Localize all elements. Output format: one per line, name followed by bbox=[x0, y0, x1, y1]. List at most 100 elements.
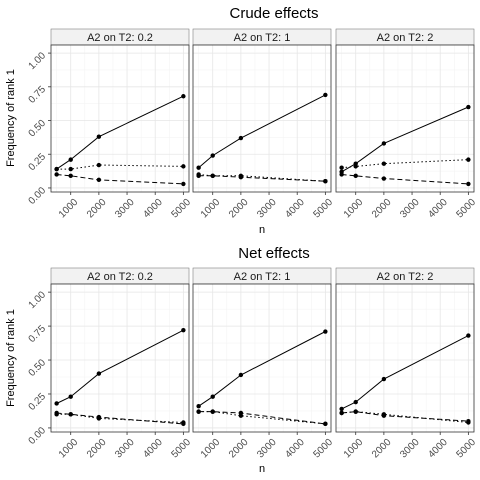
x-tick-label: 1000 bbox=[342, 197, 366, 221]
panel-background bbox=[336, 45, 474, 192]
data-point bbox=[54, 166, 59, 172]
data-point bbox=[210, 394, 215, 399]
data-point bbox=[339, 410, 344, 416]
data-point bbox=[353, 164, 358, 169]
x-tick-label: 4000 bbox=[426, 437, 450, 461]
facet-strip-label: A2 on T2: 2 bbox=[377, 32, 434, 44]
x-tick-label: 5000 bbox=[170, 437, 194, 461]
y-tick-label: 0.50 bbox=[27, 118, 49, 140]
facet-panel: A2 on T2: 2 1000 2000 3000 4000 5000 bbox=[335, 267, 479, 461]
data-point bbox=[96, 414, 102, 420]
data-point bbox=[196, 409, 201, 414]
panel-background bbox=[193, 45, 331, 192]
series-line bbox=[198, 174, 326, 182]
y-axis-title: Frequency of rank 1 bbox=[5, 69, 17, 167]
panel-border bbox=[335, 283, 475, 433]
x-tick-label: 2000 bbox=[370, 197, 394, 221]
data-point bbox=[96, 134, 102, 139]
x-tick-label: 2000 bbox=[85, 437, 109, 461]
x-tick-label: 3000 bbox=[255, 437, 279, 461]
data-point bbox=[353, 409, 358, 414]
facet-strip-label: A2 on T2: 1 bbox=[234, 32, 291, 44]
data-point bbox=[54, 410, 59, 416]
x-tick-label: 5000 bbox=[455, 197, 479, 221]
facet-panel: A2 on T2: 1 1000 2000 3000 4000 5000 bbox=[192, 267, 336, 461]
series-line bbox=[341, 335, 469, 410]
x-tick-label: 5000 bbox=[312, 437, 336, 461]
panel-background bbox=[51, 284, 189, 432]
facet-panel: A2 on T2: 1 1000 2000 3000 4000 5000 bbox=[192, 28, 336, 221]
series-line bbox=[198, 411, 326, 425]
data-point bbox=[238, 372, 244, 378]
data-point bbox=[68, 394, 73, 399]
x-tick-label: 1000 bbox=[57, 197, 81, 221]
series-line bbox=[56, 95, 184, 170]
panel-border bbox=[50, 44, 190, 193]
data-point bbox=[381, 141, 387, 146]
x-tick-label: 1000 bbox=[57, 437, 81, 461]
data-point bbox=[181, 421, 186, 427]
data-point bbox=[466, 157, 471, 162]
facet-strip-label: A2 on T2: 2 bbox=[377, 271, 434, 283]
facet-panel: A2 on T2: 0.2 1000 2000 3000 4000 5000 bbox=[50, 267, 194, 461]
data-point bbox=[381, 176, 387, 181]
data-point bbox=[68, 157, 73, 162]
x-tick-label: 3000 bbox=[113, 197, 137, 221]
x-tick-label: 4000 bbox=[283, 197, 307, 221]
data-point bbox=[466, 181, 471, 187]
data-point bbox=[466, 104, 471, 110]
y-tick-label: 0.25 bbox=[27, 391, 49, 413]
x-tick-label: 2000 bbox=[370, 437, 394, 461]
data-point bbox=[381, 413, 387, 418]
y-tick-label: 0.50 bbox=[27, 357, 49, 379]
data-point bbox=[196, 165, 201, 170]
series-line bbox=[341, 159, 469, 169]
data-point bbox=[339, 165, 344, 170]
y-axis-title: Frequency of rank 1 bbox=[5, 309, 17, 407]
series-line bbox=[198, 411, 326, 425]
data-point bbox=[96, 162, 102, 168]
panel-border bbox=[192, 44, 332, 193]
y-tick-label: 0.00 bbox=[27, 185, 49, 207]
series-line bbox=[56, 174, 184, 185]
x-tick-label: 3000 bbox=[398, 197, 422, 221]
panel-border bbox=[50, 283, 190, 433]
data-point bbox=[210, 409, 215, 414]
x-tick-label: 3000 bbox=[398, 437, 422, 461]
y-tick-label: 0.75 bbox=[27, 84, 49, 106]
data-point bbox=[381, 161, 387, 166]
y-tick-label: 0.25 bbox=[27, 151, 49, 173]
series-line bbox=[341, 411, 469, 422]
x-tick-label: 4000 bbox=[426, 197, 450, 221]
x-tick-label: 5000 bbox=[455, 437, 479, 461]
x-tick-label: 5000 bbox=[312, 197, 336, 221]
data-point bbox=[210, 153, 215, 158]
data-point bbox=[353, 399, 358, 405]
data-point bbox=[323, 421, 328, 427]
data-point bbox=[181, 164, 186, 169]
data-point bbox=[181, 94, 186, 99]
x-axis-title: n bbox=[259, 463, 265, 475]
data-point bbox=[181, 327, 186, 333]
facet-panel: A2 on T2: 0.2 1000 2000 3000 4000 5000 bbox=[50, 28, 193, 221]
chart-title: Crude effects bbox=[230, 5, 319, 22]
x-tick-label: 3000 bbox=[113, 437, 137, 461]
data-point bbox=[339, 172, 344, 177]
series-line bbox=[341, 411, 469, 423]
x-tick-label: 2000 bbox=[227, 437, 251, 461]
data-point bbox=[196, 404, 201, 409]
y-tick-label: 0.75 bbox=[27, 323, 49, 345]
data-point bbox=[96, 371, 102, 376]
x-tick-label: 1000 bbox=[199, 437, 223, 461]
x-tick-label: 2000 bbox=[85, 197, 109, 221]
x-tick-label: 1000 bbox=[199, 197, 223, 221]
data-point bbox=[339, 406, 344, 412]
data-point bbox=[323, 92, 328, 98]
y-tick-label: 1.00 bbox=[27, 289, 49, 311]
x-tick-label: 4000 bbox=[141, 437, 165, 461]
series-line bbox=[341, 106, 469, 173]
x-tick-label: 1000 bbox=[342, 437, 366, 461]
series-line bbox=[198, 94, 326, 169]
y-tick-label: 0.00 bbox=[27, 425, 49, 447]
